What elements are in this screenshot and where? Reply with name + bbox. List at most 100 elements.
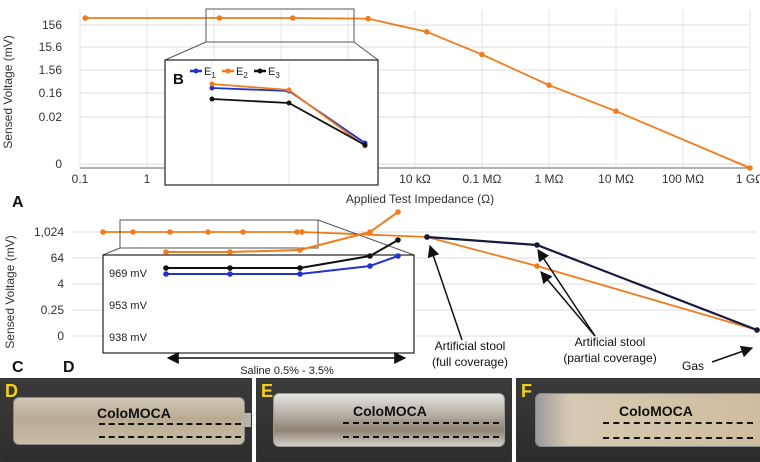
panel-c-y-tick-label: 64 bbox=[51, 251, 65, 265]
photo-e-dash-top bbox=[343, 422, 499, 424]
arrow-gas bbox=[711, 345, 754, 363]
photo-f: F ColoMOCA bbox=[516, 378, 760, 462]
panel-a-x-tick-label: 100 MΩ bbox=[662, 172, 704, 186]
panel-d-data-point-0 bbox=[163, 271, 169, 277]
panel-b-data-point-e2 bbox=[209, 81, 215, 87]
panel-b-inset: B E1 E2 E3 bbox=[164, 59, 379, 186]
panel-d-letter: D bbox=[63, 359, 75, 376]
panel-a-series bbox=[82, 15, 753, 171]
panel-a-zoom-box bbox=[205, 8, 355, 43]
panel-d-data-point-2 bbox=[367, 229, 373, 235]
panel-c-data-point-1 bbox=[534, 242, 540, 248]
annotation-partial-line1: Artificial stool bbox=[575, 335, 646, 349]
panel-d-data-point-2 bbox=[297, 247, 303, 253]
panel-a-x-tick-label: 1 MΩ bbox=[535, 172, 564, 186]
photo-e: E ColoMOCA bbox=[256, 378, 512, 462]
panel-a-letter: A bbox=[12, 194, 24, 211]
photo-d-dash-top bbox=[99, 423, 241, 425]
panel-a-data-point bbox=[546, 82, 552, 88]
panel-d-data-point-1 bbox=[297, 265, 303, 271]
photo-f-dash-top bbox=[603, 422, 753, 424]
panel-c-data-point-0 bbox=[167, 229, 173, 235]
annotation-full-line1: Artificial stool bbox=[435, 339, 506, 353]
panel-a-x-tick-label: 1 GΩ bbox=[736, 172, 760, 186]
panel-c-y-tick-label: 0.25 bbox=[41, 303, 65, 317]
arrow-partial-2 bbox=[537, 248, 596, 337]
annotation-partial-coverage: Artificial stool (partial coverage) bbox=[537, 248, 657, 365]
panel-a-y-tick-label: 0.16 bbox=[39, 86, 63, 100]
panel-c-y-tick-label: 1,024 bbox=[34, 225, 64, 239]
legend-e1-label: E1 bbox=[204, 66, 216, 80]
arrow-partial-1 bbox=[540, 271, 596, 337]
photo-d-dash-bottom bbox=[99, 436, 241, 438]
panel-a-y-tick-label: 1.56 bbox=[39, 63, 63, 77]
panel-d-inset: 969 mV 953 mV 938 mV D Saline 0.5% - 3.5… bbox=[63, 209, 415, 377]
panel-d-data-point-2 bbox=[163, 249, 169, 255]
annotation-full-line2: (full coverage) bbox=[432, 355, 508, 369]
panel-a-x-tick-label: 0.1 MΩ bbox=[463, 172, 502, 186]
legend-e3-label: E3 bbox=[268, 66, 280, 80]
panel-d-data-point-0 bbox=[367, 263, 373, 269]
panel-c-data-point-0 bbox=[294, 229, 300, 235]
panel-b-legend: E1 E2 E3 bbox=[190, 66, 280, 80]
panel-d-x-label: Saline 0.5% - 3.5% bbox=[240, 365, 334, 377]
panel-c-data-point-1 bbox=[754, 327, 760, 333]
panel-a-data-point bbox=[365, 15, 371, 22]
panel-d-data-point-0 bbox=[227, 271, 233, 277]
panel-a-data-point bbox=[82, 15, 89, 21]
legend-e2-marker bbox=[225, 68, 231, 74]
panel-d-tick-969: 969 mV bbox=[109, 268, 148, 280]
panel-d-data-point-1 bbox=[395, 237, 401, 243]
panel-c-letter: C bbox=[12, 359, 24, 376]
panel-d-tick-953: 953 mV bbox=[109, 300, 148, 312]
panel-a-y-tick-label: 0 bbox=[55, 157, 62, 171]
photo-d: D ColoMOCA bbox=[0, 378, 252, 462]
panel-a-x-tick-label: 1 bbox=[144, 172, 151, 186]
photo-d-label: ColoMOCA bbox=[97, 405, 171, 421]
panel-d-tick-938: 938 mV bbox=[109, 332, 148, 344]
panel-d-data-point-0 bbox=[395, 253, 401, 259]
syringe-d-tip bbox=[241, 413, 251, 427]
panel-c-zoom-box bbox=[119, 219, 319, 249]
panel-a-data-point bbox=[479, 51, 485, 58]
annotation-gas-text: Gas bbox=[682, 359, 704, 373]
panel-d-data-point-2 bbox=[395, 209, 401, 215]
photo-e-label: ColoMOCA bbox=[353, 403, 427, 419]
photo-f-dash-bottom bbox=[603, 437, 753, 439]
panel-a-y-tick-label: 15.6 bbox=[39, 40, 63, 54]
panel-b-series bbox=[209, 81, 368, 149]
panel-c-data-point-1 bbox=[424, 234, 430, 240]
photo-d-letter: D bbox=[5, 381, 18, 401]
panel-a-y-tick-label: 156 bbox=[42, 18, 62, 32]
panel-a-y-tick-label: 0.02 bbox=[39, 110, 63, 124]
panel-d-data-point-1 bbox=[163, 265, 169, 271]
panel-a-data-point bbox=[613, 108, 619, 114]
panel-b-frame bbox=[164, 59, 379, 186]
panel-b-data-point-e1 bbox=[209, 85, 215, 91]
zoom-connector-right bbox=[353, 41, 379, 61]
zoom-c-connector-right bbox=[317, 219, 415, 256]
panel-c-data-point-0 bbox=[100, 229, 106, 235]
panel-a-y-ticks: 156 15.6 1.56 0.16 0.02 0 bbox=[39, 18, 63, 171]
legend-e2-label: E2 bbox=[236, 66, 248, 80]
panel-b-letter: B bbox=[173, 71, 184, 88]
arrow-full-coverage bbox=[427, 244, 463, 341]
panel-c-series bbox=[100, 229, 760, 333]
panel-a-data-point bbox=[216, 15, 223, 21]
panel-c-data-point-0 bbox=[130, 229, 136, 235]
panel-c-y-axis-label: Sensed Voltage (mV) bbox=[3, 235, 17, 348]
panel-d-data-point-1 bbox=[367, 253, 373, 259]
panel-a-y-axis-label: Sensed Voltage (mV) bbox=[1, 35, 15, 148]
panel-c-series-line-0 bbox=[103, 231, 758, 331]
panel-a-data-point bbox=[747, 165, 753, 171]
photo-f-label: ColoMOCA bbox=[619, 403, 693, 419]
panel-b-data-point-e3 bbox=[286, 100, 292, 106]
panel-b-data-point-e3 bbox=[209, 96, 215, 102]
panel-c-data-point-0 bbox=[205, 229, 211, 235]
panel-c-data-point-0 bbox=[534, 263, 540, 269]
panel-a-x-tick-label: 10 MΩ bbox=[598, 172, 634, 186]
panel-a-x-tick-label: 0.1 bbox=[72, 172, 89, 186]
panel-a-x-axis-label: Applied Test Impedance (Ω) bbox=[346, 192, 494, 206]
